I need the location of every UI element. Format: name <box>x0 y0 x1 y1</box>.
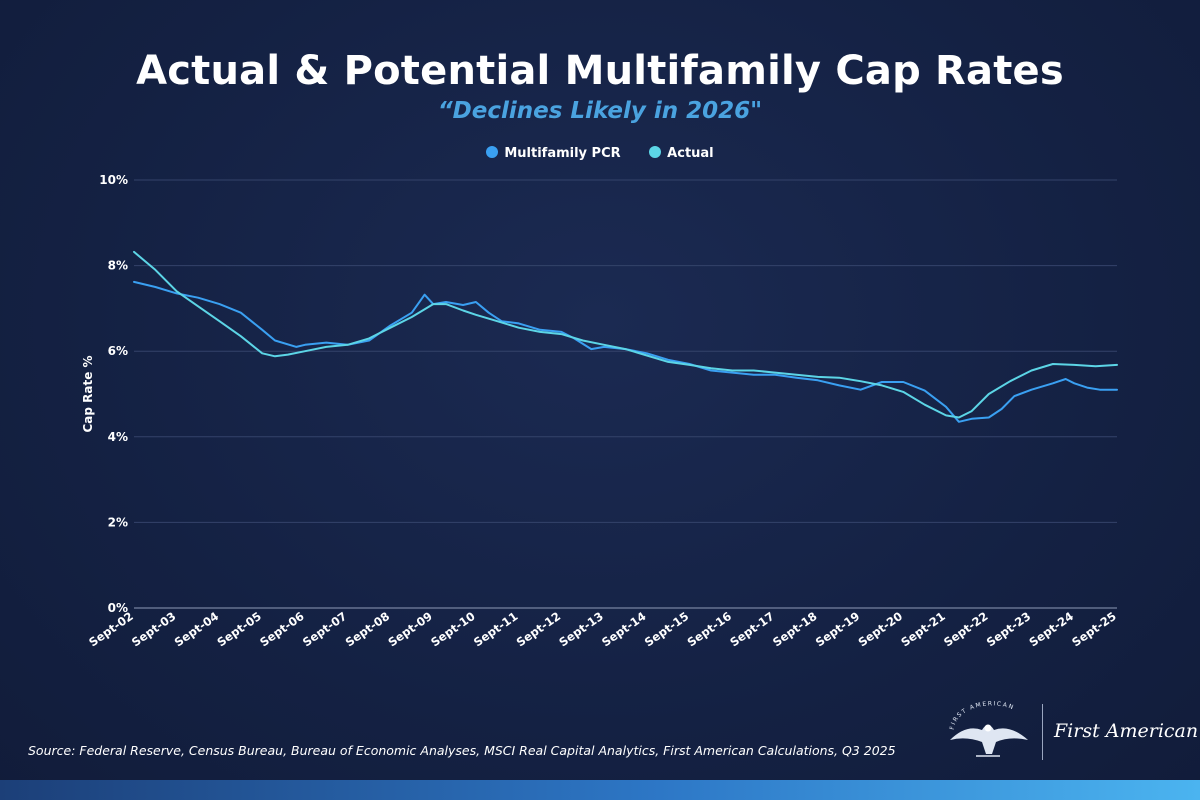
x-tick-label: Sept-21 <box>898 609 947 649</box>
legend-dot-actual <box>649 146 662 158</box>
series-line-actual <box>133 250 1118 419</box>
y-axis-label: Cap Rate % <box>81 355 95 432</box>
x-tick-label: Sept-23 <box>984 609 1033 649</box>
x-tick-label: Sept-02 <box>86 609 135 649</box>
x-tick-label: Sept-13 <box>556 609 605 649</box>
legend-item-pcr[interactable]: Multifamily PCR <box>486 146 621 161</box>
y-tick-labels: 0% 2% 4% 6% 8% 10% <box>99 173 128 615</box>
x-tick-label: Sept-16 <box>685 609 734 649</box>
y-tick-label: 4% <box>108 430 128 444</box>
x-tick-label: Sept-22 <box>941 609 990 649</box>
y-tick-label: 6% <box>108 344 128 358</box>
chart-legend: Multifamily PCR Actual <box>0 146 1200 161</box>
x-tick-label: Sept-05 <box>214 609 263 649</box>
legend-label-pcr: Multifamily PCR <box>504 146 621 161</box>
x-tick-label: Sept-12 <box>514 609 563 649</box>
eagle-seal-icon: FIRST AMERICAN <box>949 700 1028 757</box>
y-tick-label: 2% <box>108 515 128 529</box>
y-tick-label: 10% <box>99 173 128 187</box>
x-tick-labels: Sept-02Sept-03Sept-04Sept-05Sept-06Sept-… <box>86 609 1118 649</box>
x-tick-label: Sept-25 <box>1069 609 1118 649</box>
legend-dot-pcr <box>486 146 499 158</box>
x-tick-label: Sept-06 <box>257 609 306 649</box>
page-title: Actual & Potential Multifamily Cap Rates <box>136 48 1064 94</box>
page-subtitle: “Declines Likely in 2026" <box>437 98 763 124</box>
source-note: Source: Federal Reserve, Census Bureau, … <box>28 743 896 758</box>
x-tick-label: Sept-17 <box>727 609 776 649</box>
x-tick-label: Sept-24 <box>1027 609 1076 649</box>
x-tick-label: Sept-19 <box>813 609 862 649</box>
x-tick-label: Sept-20 <box>856 609 905 649</box>
logo-text: First American <box>1054 720 1199 742</box>
x-tick-label: Sept-18 <box>770 609 819 649</box>
x-tick-label: Sept-07 <box>300 609 349 649</box>
series-layer <box>133 250 1118 423</box>
y-tick-label: 8% <box>108 259 128 273</box>
x-tick-label: Sept-10 <box>428 609 477 649</box>
x-tick-label: Sept-09 <box>385 609 434 649</box>
first-american-logo: FIRST AMERICAN First American <box>936 700 1198 762</box>
x-tick-label: Sept-14 <box>599 609 648 649</box>
x-tick-label: Sept-08 <box>343 609 392 649</box>
legend-item-actual[interactable]: Actual <box>649 146 714 161</box>
x-tick-label: Sept-04 <box>172 609 221 649</box>
grid-layer <box>134 179 1117 609</box>
series-line-pcr <box>133 280 1118 423</box>
legend-label-actual: Actual <box>667 146 714 161</box>
logo-divider <box>1042 704 1043 760</box>
y-tick-label: 0% <box>108 601 128 615</box>
x-tick-label: Sept-11 <box>471 609 520 649</box>
bottom-accent-bar <box>0 780 1200 800</box>
x-tick-label: Sept-15 <box>642 609 691 649</box>
x-tick-label: Sept-03 <box>129 609 178 649</box>
seal-text: FIRST AMERICAN <box>949 700 1016 730</box>
